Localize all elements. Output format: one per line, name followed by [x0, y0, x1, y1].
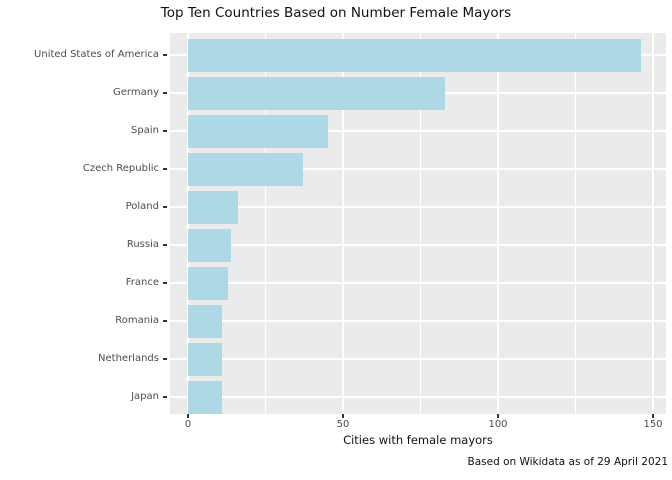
vgrid-minor-line	[420, 33, 421, 414]
x-tick-label-50: 50	[336, 419, 350, 430]
y-tick-mark	[163, 358, 167, 360]
vgrid-major-line	[342, 33, 344, 414]
chart-caption: Based on Wikidata as of 29 April 2021	[467, 456, 669, 468]
vgrid-major-line	[652, 33, 654, 414]
y-axis-label-japan: Japan	[131, 391, 159, 402]
y-tick-mark	[163, 282, 167, 284]
hgrid-line	[170, 206, 666, 208]
y-tick-mark	[163, 206, 167, 208]
hgrid-line	[170, 396, 666, 398]
vgrid-major-line	[187, 33, 189, 414]
y-axis-label-poland: Poland	[125, 201, 159, 212]
bar-japan	[188, 380, 223, 414]
hgrid-line	[170, 168, 666, 170]
y-tick-mark	[163, 168, 167, 170]
x-tick-label-150: 150	[643, 419, 663, 430]
chart-title: Top Ten Countries Based on Number Female…	[160, 5, 512, 21]
hgrid-line	[170, 130, 666, 132]
hgrid-line	[170, 282, 666, 284]
y-axis-label-united-states-of-america: United States of America	[34, 49, 159, 60]
y-tick-mark	[163, 54, 167, 56]
y-axis-label-czech-republic: Czech Republic	[82, 163, 159, 174]
plot-panel	[170, 33, 666, 414]
bar-poland	[188, 190, 238, 224]
x-axis-title: Cities with female mayors	[343, 433, 493, 447]
x-tick-mark	[652, 414, 654, 418]
bar-russia	[188, 228, 232, 262]
vgrid-minor-line	[265, 33, 266, 414]
y-tick-mark	[163, 92, 167, 94]
y-axis-label-russia: Russia	[126, 239, 159, 250]
vgrid-major-line	[497, 33, 499, 414]
y-tick-mark	[163, 396, 167, 398]
bar-romania	[188, 304, 223, 338]
y-axis-label-spain: Spain	[131, 125, 159, 136]
x-tick-mark	[187, 414, 189, 418]
x-tick-mark	[497, 414, 499, 418]
hgrid-line	[170, 358, 666, 360]
bar-france	[188, 266, 229, 300]
bar-spain	[188, 114, 328, 148]
y-axis-label-netherlands: Netherlands	[98, 353, 159, 364]
x-tick-mark	[342, 414, 344, 418]
bar-united-states-of-america	[188, 38, 641, 72]
x-tick-label-0: 0	[184, 419, 192, 430]
y-axis-label-romania: Romania	[115, 315, 159, 326]
y-axis-label-france: France	[125, 277, 159, 288]
x-tick-label-100: 100	[488, 419, 508, 430]
y-tick-mark	[163, 130, 167, 132]
bar-germany	[188, 76, 446, 110]
y-axis-label-germany: Germany	[113, 87, 159, 98]
bar-czech-republic	[188, 152, 303, 186]
vgrid-minor-line	[575, 33, 576, 414]
bar-netherlands	[188, 342, 223, 376]
y-tick-mark	[163, 244, 167, 246]
hgrid-line	[170, 320, 666, 322]
hgrid-line	[170, 244, 666, 246]
y-tick-mark	[163, 320, 167, 322]
